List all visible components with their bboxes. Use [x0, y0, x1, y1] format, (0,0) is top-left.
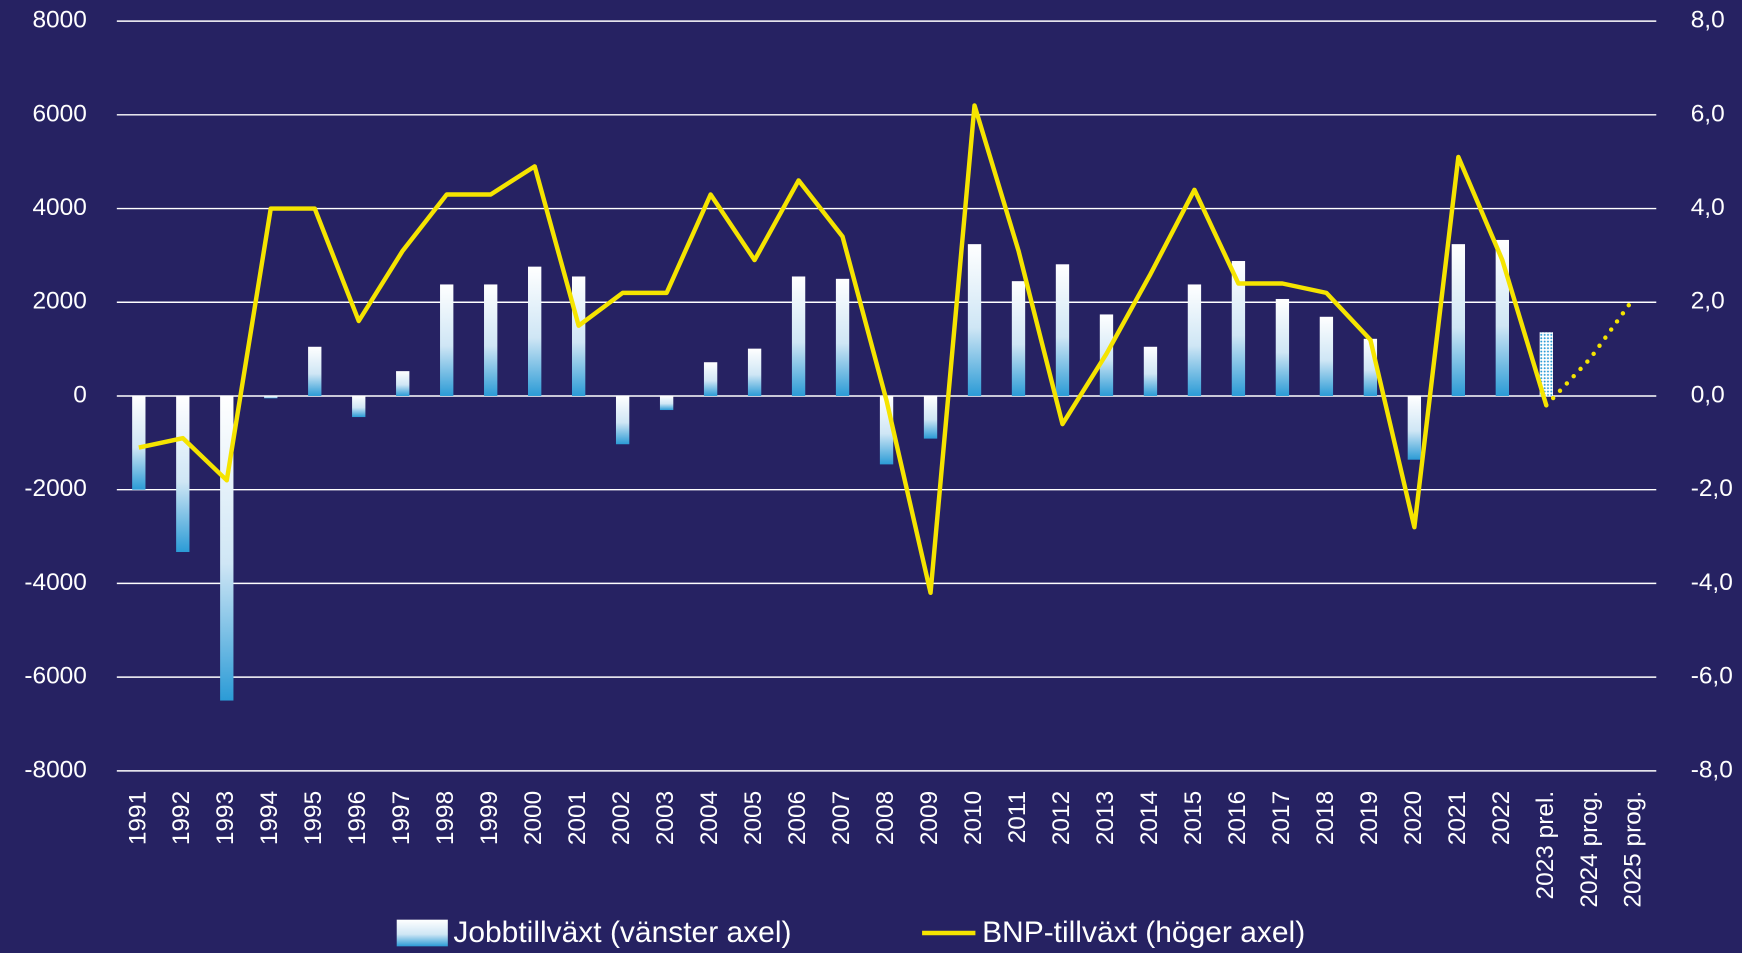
x-tick-label: 2010: [960, 791, 987, 845]
y-tick-label: -6000: [24, 663, 86, 690]
x-tick-label: 2012: [1048, 791, 1075, 845]
y2-tick-label: -8,0: [1691, 756, 1733, 783]
y2-tick-label: 6,0: [1691, 100, 1725, 127]
y2-tick-label: -4,0: [1691, 569, 1733, 596]
bar: [703, 362, 718, 396]
bar: [571, 276, 586, 396]
bar: [747, 348, 762, 396]
y2-tick-label: 8,0: [1691, 7, 1725, 34]
x-tick-label: 2001: [564, 791, 591, 845]
bar: [484, 284, 498, 396]
y-tick-label: 0: [73, 381, 87, 408]
x-tick-label: 2023 prel.: [1532, 791, 1559, 900]
bar: [1187, 284, 1202, 396]
y-tick-label: -8000: [24, 756, 86, 783]
bar: [923, 395, 938, 439]
bar: [835, 278, 850, 396]
bar: [396, 371, 410, 396]
x-tick-label: 2009: [916, 791, 943, 845]
y-tick-label: 6000: [32, 100, 86, 127]
x-tick-label: 2022: [1488, 791, 1515, 845]
x-tick-label: 2019: [1356, 791, 1383, 845]
bar: [615, 395, 630, 445]
bar: [352, 395, 366, 418]
bar: [659, 395, 674, 411]
y2-tick-label: 0,0: [1691, 381, 1725, 408]
y-tick-label: 4000: [32, 194, 86, 221]
y-tick-label: 2000: [32, 288, 86, 315]
x-tick-label: 2024 prog.: [1576, 791, 1603, 908]
x-tick-label: 1994: [256, 791, 283, 845]
bar: [132, 395, 146, 490]
y2-tick-label: 2,0: [1691, 288, 1725, 315]
x-tick-label: 1991: [124, 791, 151, 845]
bar: [1011, 281, 1026, 396]
y-tick-label: -4000: [24, 569, 86, 596]
x-tick-label: 2014: [1136, 791, 1163, 845]
bar: [1407, 395, 1422, 460]
y2-tick-label: -2,0: [1691, 475, 1733, 502]
x-tick-label: 2016: [1224, 791, 1251, 845]
bar: [1451, 244, 1466, 396]
x-tick-label: 2025 prog.: [1620, 791, 1647, 908]
x-tick-label: 2018: [1312, 791, 1339, 845]
bar: [1275, 298, 1290, 396]
x-tick-label: 2003: [652, 791, 679, 845]
x-tick-label: 2013: [1092, 791, 1119, 845]
bar: [176, 395, 190, 553]
x-tick-label: 2008: [872, 791, 899, 845]
y-tick-label: -2000: [24, 475, 86, 502]
line-forecast: [1544, 295, 1637, 408]
x-tick-label: 1997: [388, 791, 415, 845]
x-tick-label: 2017: [1268, 791, 1295, 845]
bar: [528, 266, 542, 396]
bar: [791, 276, 806, 396]
legend-label: BNP-tillväxt (höger axel): [982, 916, 1305, 949]
x-tick-label: 2002: [608, 791, 635, 845]
x-tick-label: 1999: [476, 791, 503, 845]
x-tick-label: 2004: [696, 791, 723, 845]
y2-tick-label: -6,0: [1691, 663, 1733, 690]
bar: [1319, 316, 1334, 396]
bar: [264, 395, 278, 399]
bar: [308, 346, 322, 396]
bar: [1231, 261, 1246, 396]
x-tick-label: 2020: [1400, 791, 1427, 845]
x-tick-label: 2007: [828, 791, 855, 845]
x-tick-label: 2000: [520, 791, 547, 845]
bar: [1055, 264, 1070, 396]
x-tick-label: 2021: [1444, 791, 1471, 845]
bar: [1143, 346, 1158, 396]
x-tick-label: 2015: [1180, 791, 1207, 845]
y-tick-label: 8000: [32, 7, 86, 34]
x-tick-label: 2011: [1004, 791, 1031, 844]
legend-swatch: [396, 919, 448, 947]
x-tick-label: 1995: [300, 791, 327, 845]
bar: [1495, 239, 1509, 396]
x-tick-label: 2006: [784, 791, 811, 845]
line: [138, 103, 1549, 596]
x-tick-label: 1993: [212, 791, 239, 845]
bar: [967, 244, 982, 396]
bar: [1539, 332, 1553, 396]
x-tick-label: 1992: [168, 791, 195, 845]
y2-tick-label: 4,0: [1691, 194, 1725, 221]
bar: [440, 284, 454, 396]
x-tick-label: 1998: [432, 791, 459, 845]
legend-label: Jobbtillväxt (vänster axel): [453, 916, 791, 949]
x-tick-label: 2005: [740, 791, 767, 845]
x-tick-label: 1996: [344, 791, 371, 845]
